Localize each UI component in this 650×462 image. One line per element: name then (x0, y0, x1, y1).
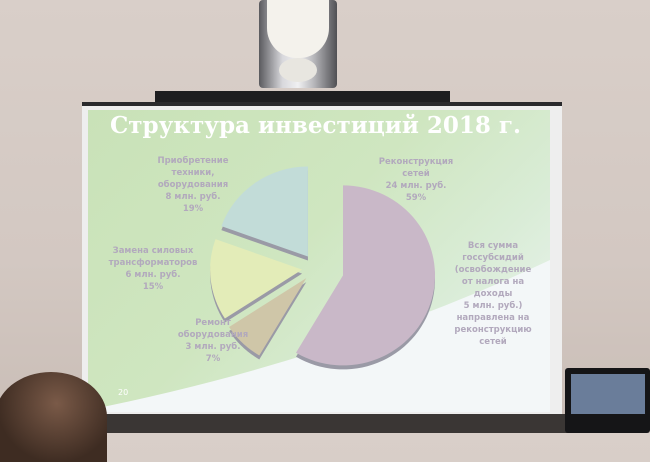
slide-note: Вся сумма госсубсидий (освобождение от нало… (454, 241, 532, 347)
wall-clock (259, 0, 337, 88)
slide-title: Структура инвестиций 2018 г. (110, 112, 522, 139)
pie-chart (210, 166, 435, 370)
screen-bottom-bar (100, 414, 570, 433)
projector-screen-housing (155, 91, 450, 105)
pie-slice-1 (229, 278, 307, 356)
monitor (565, 368, 650, 433)
clock-pendulum (279, 58, 317, 82)
person-head (0, 372, 107, 462)
slice-label-1: Ремонт оборудования 3 млн. руб. 7% (177, 318, 249, 364)
page-number: 20 (118, 388, 129, 397)
slice-label-0: Реконструкция сетей 24 млн. руб. 59% (378, 157, 454, 203)
pie-slice-3 (221, 166, 308, 257)
pie-slice-0 (295, 185, 435, 366)
clock-face (267, 0, 329, 58)
pie-slice-2 (210, 239, 303, 319)
slice-label-2: Замена силовых трансформаторов 6 млн. руб.… (108, 246, 198, 292)
slice-label-3: Приобретение техники, оборудования 8 млн. р… (157, 156, 229, 214)
slide: Структура инвестиций 2018 г. Реконструкц… (88, 110, 550, 412)
slide-background-curve (88, 260, 550, 412)
monitor-screen (571, 374, 645, 414)
